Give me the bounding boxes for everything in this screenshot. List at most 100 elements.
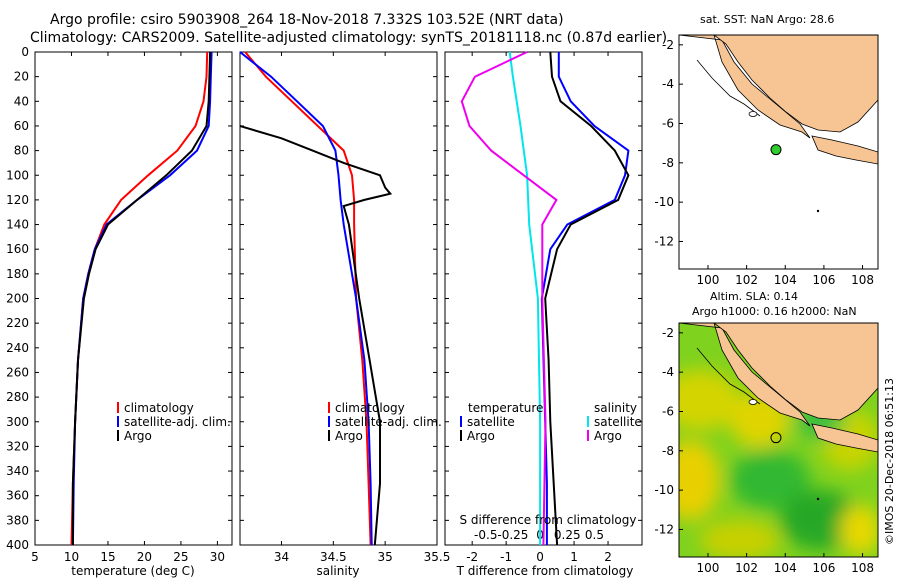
temperature-plot-frame [34,51,233,546]
map-lat-tick-label: -8 [662,156,674,170]
difference-plot-frame [444,51,643,546]
depth-tick-label: 320 [6,439,29,453]
salinity-x-axis: 34 34.5 35 35.5 [274,52,451,564]
map-lat-tick-label: -6 [662,116,674,130]
depth-tick-label: 180 [6,267,29,281]
legend-label-s-argo: Argo [594,429,622,443]
land-sumatra-east [713,35,878,133]
depth-tick-label: 340 [6,464,29,478]
depth-tick-label: 160 [6,242,29,256]
land-sumatra-east [713,323,878,421]
salinity-tick-label: 34.5 [320,550,347,564]
mentawai-islands-coast [696,59,761,117]
t-difference-tick-label: 0 [536,550,544,564]
christmas-island [816,497,820,501]
argo-float-marker-sla [770,432,782,444]
sst-map-axes: 100 102 104 106 108 -2 -4 -6 -8 -10 -12 [654,38,874,287]
s-difference-tick-label: 0.25 [554,528,581,542]
difference-series [460,51,630,546]
differences-line-s-argo [460,51,558,546]
legend-label-argo: Argo [335,429,363,443]
depth-tick-label: 40 [14,94,29,108]
map-lat-tick-label: -10 [654,195,674,209]
sla-map-content [679,323,878,557]
depth-tick-label: 200 [6,292,29,306]
depth-tick-label: 220 [6,316,29,330]
map-lon-tick-label: 100 [697,273,720,287]
differences-line-t-argo [544,51,630,546]
map-lon-tick-label: 106 [812,561,835,575]
difference-legend: temperature satellite Argo salinity sate… [460,401,642,443]
salinity-tick-label: 35 [378,550,393,564]
depth-tick-label: 360 [6,489,29,503]
depth-tick-label: 60 [14,119,29,133]
legend-label-climatology: climatology [124,401,194,415]
imos-watermark: ©IMOS 20-Dec-2018 06:51:13 [883,378,896,545]
map-lon-tick-label: 102 [735,273,758,287]
temperature-tick-label: 30 [210,550,225,564]
sst-map-title: sat. SST: NaN Argo: 28.6 [700,13,834,26]
enggano-island [748,111,758,117]
s-difference-axis-label: S difference from climatology [460,513,637,527]
legend-label-argo: Argo [124,429,152,443]
temperature-axis-label: temperature (deg C) [71,564,194,578]
legend-label-t-argo: Argo [467,429,495,443]
salinity-tick-label: 35.5 [424,550,451,564]
map-lat-tick-label: -2 [662,326,674,340]
temperature-line-argo [71,51,212,545]
salinity-axis-label: salinity [316,564,359,578]
map-lat-tick-label: -12 [654,234,674,248]
salinity-series [239,51,393,546]
legend-label-satellite: satellite-adj. clim. [335,415,442,429]
salinity-legend: climatology satellite-adj. clim. Argo [328,401,442,443]
depth-tick-label: 400 [6,538,29,552]
land-sumatra [679,323,811,427]
map-lon-tick-label: 104 [774,273,797,287]
temperature-tick-label: 10 [64,550,79,564]
t-difference-tick-label: -1 [500,550,512,564]
t-difference-tick-label: 1 [570,550,578,564]
depth-tick-label: 120 [6,193,29,207]
depth-tick-label: 380 [6,513,29,527]
depth-tick-label: 0 [21,45,29,59]
figure-title-line2: Climatology: CARS2009. Satellite-adjuste… [30,30,667,46]
map-lat-tick-label: -2 [662,38,674,52]
argo-float-marker-sst [770,144,782,156]
legend-label-satellite: satellite-adj. clim. [124,415,231,429]
map-lon-tick-label: 108 [851,273,874,287]
map-lon-tick-label: 100 [697,561,720,575]
legend-label-s-satellite: satellite [594,415,642,429]
land-java [811,423,878,453]
map-lon-tick-label: 104 [774,561,797,575]
s-difference-tick-label: -0.25 [497,528,528,542]
sst-map-frame [678,34,879,270]
legend-title-temperature: temperature [468,401,543,415]
map-lon-tick-label: 106 [812,273,835,287]
depth-tick-label: 260 [6,365,29,379]
salinity-line-satellite-adj-clim [239,51,373,546]
temperature-x-axis: 5 10 15 20 25 30 [31,52,225,564]
depth-tick-label: 20 [14,70,29,84]
sla-map-title-line2: Argo h1000: 0.16 h2000: NaN [692,305,857,318]
temperature-tick-label: 5 [31,550,39,564]
map-lat-tick-label: -6 [662,404,674,418]
temperature-tick-label: 20 [137,550,152,564]
legend-title-salinity: salinity [594,401,637,415]
map-lat-tick-label: -4 [662,365,674,379]
land-java [811,135,878,165]
t-difference-tick-label: -2 [466,550,478,564]
salinity-tick-label: 34 [274,550,289,564]
temperature-legend: climatology satellite-adj. clim. Argo [117,401,231,443]
temperature-series [70,51,213,546]
map-lat-tick-label: -8 [662,444,674,458]
depth-tick-label: 300 [6,415,29,429]
depth-axis: 0 20 40 60 80 100 120 140 160 180 200 220 240 260 280 3… [6,45,642,552]
christmas-island [816,209,820,213]
figure-title-line1: Argo profile: csiro 5903908_264 18-Nov-2… [50,12,564,28]
depth-tick-label: 100 [6,168,29,182]
salinity-line-climatology [244,51,372,546]
enggano-island [748,399,758,405]
differences-line-t-satellite [540,52,630,545]
land-sumatra [679,35,811,139]
